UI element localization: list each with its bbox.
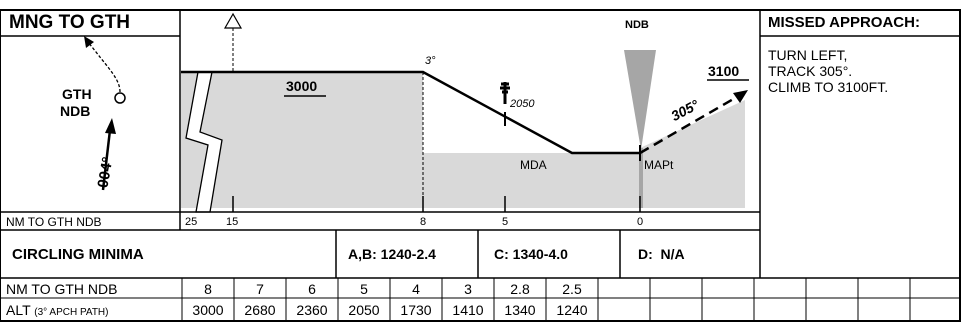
altitude-cell: 2050 (348, 302, 380, 318)
table-row1-label: NM TO GTH NDB (6, 281, 118, 297)
missed-approach-track (639, 92, 743, 155)
axis-tick-8: 8 (420, 216, 427, 228)
ndb-beam (624, 50, 656, 150)
distance-cell: 7 (256, 281, 264, 297)
altitude-cell: 1240 (556, 302, 588, 318)
missed-arrowhead-icon (733, 90, 748, 103)
altitude-cell: 1340 (504, 302, 536, 318)
circling-c: C: 1340-4.0 (494, 246, 568, 262)
distance-cell: 5 (360, 281, 368, 297)
altitude-cell: 2360 (296, 302, 328, 318)
inbound-arrow-icon (105, 118, 116, 134)
axis-label: NM TO GTH NDB (6, 215, 102, 229)
outbound-dashed-track (87, 41, 121, 93)
distance-cell: 4 (412, 281, 420, 297)
table-row2-label-sub: (3° APCH PATH) (34, 307, 109, 318)
initial-altitude: 3000 (286, 78, 318, 94)
ndb-label: NDB (625, 19, 649, 31)
axis-tick-5: 5 (502, 216, 509, 228)
fix-name-line2: NDB (60, 103, 91, 119)
table-row2-label: ALT (3° APCH PATH) (6, 303, 108, 318)
missed-line2: TRACK 305°. (768, 63, 853, 79)
terrain-mid (423, 153, 640, 208)
missed-approach-title: MISSED APPROACH: (768, 14, 920, 31)
axis-tick-0: 0 (637, 216, 644, 228)
altitude-cell: 3000 (192, 302, 224, 318)
iaf-triangle-icon (223, 12, 243, 29)
altitude-cell: 2680 (244, 302, 276, 318)
axis-tick-25: 25 (185, 216, 198, 228)
circling-ab: A,B: 1240-2.4 (348, 246, 436, 262)
altitude-cell: 1730 (400, 302, 432, 318)
circling-title: CIRCLING MINIMA (12, 246, 144, 263)
distance-cell: 8 (204, 281, 212, 297)
outbound-arrow-icon (84, 36, 94, 48)
distance-cell: 3 (464, 281, 472, 297)
missed-altitude: 3100 (708, 63, 740, 79)
distance-cell: 2.5 (562, 281, 582, 297)
terrain-right (640, 100, 745, 208)
altitude-cell: 1410 (452, 302, 484, 318)
obstacle-icon (500, 82, 510, 104)
inbound-track-line (101, 129, 112, 191)
ndb-mast (639, 148, 643, 208)
distance-cell: 2.8 (510, 281, 530, 297)
circling-d: D: N/A (638, 246, 685, 262)
distance-cell: 6 (308, 281, 316, 297)
route-title: MNG TO GTH (9, 12, 131, 33)
stepdown-altitude: 2050 (510, 98, 535, 110)
axis-tick-15: 15 (226, 216, 239, 228)
approach-path (181, 70, 640, 155)
fix-name-line1: GTH (62, 86, 92, 102)
missed-line3: CLIMB TO 3100FT. (768, 79, 889, 95)
ndb-icon (114, 92, 126, 104)
glide-angle: 3° (425, 55, 436, 67)
table-row2-label-main: ALT (6, 302, 31, 318)
terrain-left (181, 72, 423, 208)
mda-label: MDA (520, 158, 547, 172)
missed-line1: TURN LEFT, (768, 47, 848, 63)
mapt-label: MAPt (644, 158, 674, 172)
